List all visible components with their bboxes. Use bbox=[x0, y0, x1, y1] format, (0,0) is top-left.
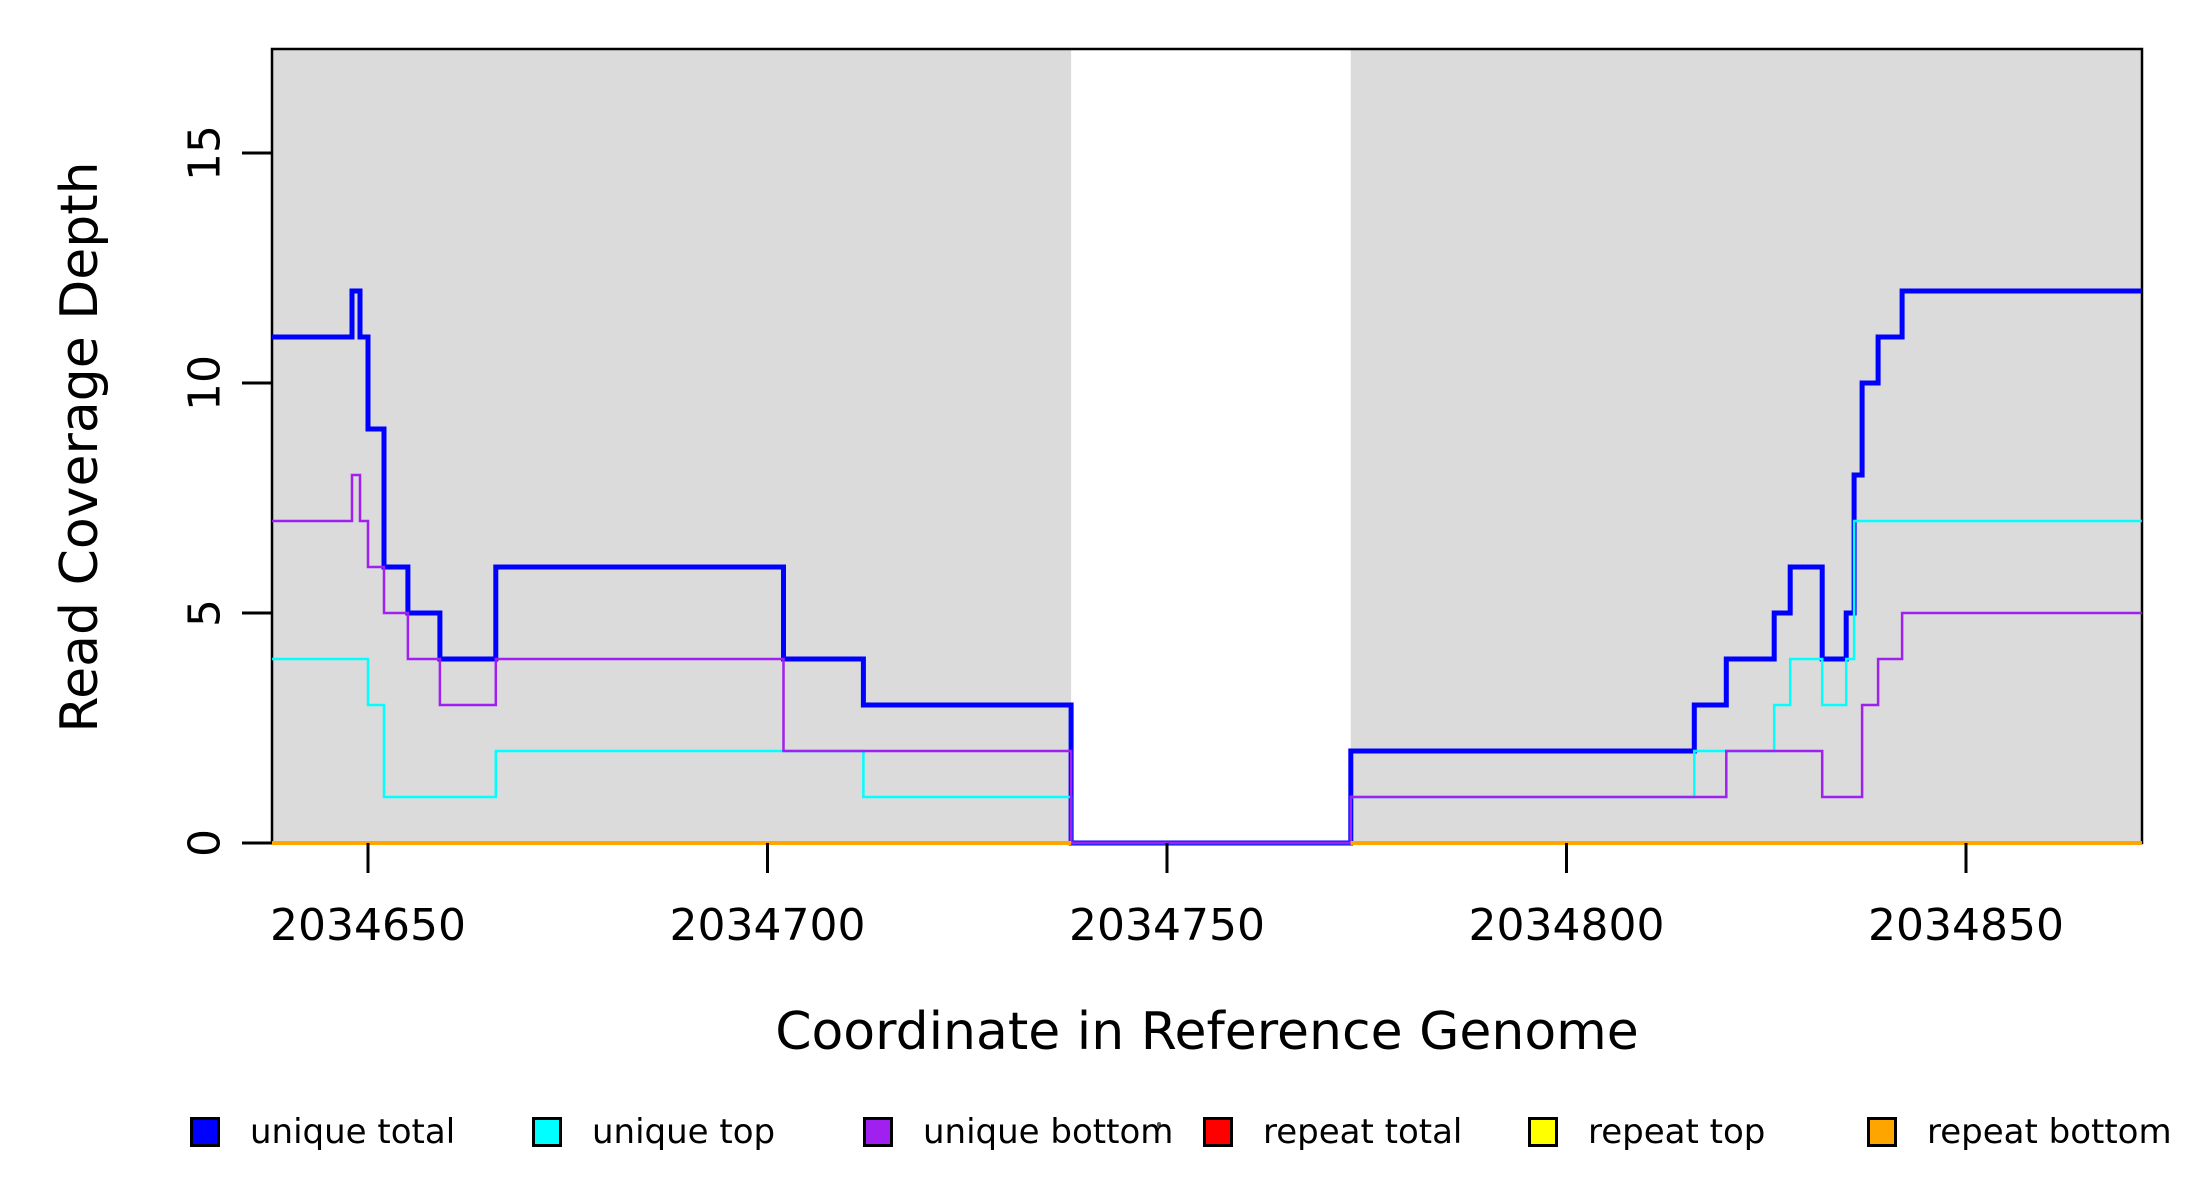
legend-item-repeat-total: repeat total bbox=[1203, 1112, 1462, 1152]
y-axis-title: Read Coverage Depth bbox=[50, 161, 110, 733]
legend-label: repeat bottom bbox=[1927, 1112, 2172, 1152]
stray-mark bbox=[1157, 1122, 1161, 1127]
legend-item-unique-top: unique top bbox=[532, 1112, 775, 1152]
repeat-total-swatch-icon bbox=[1203, 1117, 1233, 1147]
x-tick-label: 2034650 bbox=[270, 900, 466, 951]
plot-background-right bbox=[1350, 49, 2142, 843]
x-tick-label: 2034850 bbox=[1868, 900, 2064, 951]
x-tick-label: 2034800 bbox=[1469, 900, 1665, 951]
legend-item-repeat-top: repeat top bbox=[1528, 1112, 1765, 1152]
legend-label: repeat total bbox=[1263, 1112, 1463, 1152]
legend-item-repeat-bottom: repeat bottom bbox=[1867, 1112, 2172, 1152]
x-tick-label: 2034700 bbox=[670, 900, 866, 951]
y-tick-label: 15 bbox=[180, 125, 231, 181]
series-unique-bottom bbox=[272, 473, 2142, 845]
x-tick-label: 2034750 bbox=[1069, 900, 1265, 951]
legend-item-unique-bottom: unique bottom bbox=[863, 1112, 1173, 1152]
repeat-bottom-swatch-icon bbox=[1867, 1117, 1897, 1147]
legend-label: unique top bbox=[592, 1112, 776, 1152]
legend-item-unique-total: unique total bbox=[190, 1112, 455, 1152]
legend-label: unique bottom bbox=[923, 1112, 1174, 1152]
repeat-top-swatch-icon bbox=[1528, 1117, 1558, 1147]
unique-top-swatch-icon bbox=[532, 1117, 562, 1147]
unique-total-swatch-icon bbox=[190, 1117, 220, 1147]
legend-label: repeat top bbox=[1588, 1112, 1766, 1152]
plot-background-left bbox=[272, 49, 1072, 843]
x-axis-title: Coordinate in Reference Genome bbox=[775, 1002, 1639, 1062]
y-tick-label: 10 bbox=[180, 355, 231, 411]
y-tick-label: 0 bbox=[180, 829, 231, 857]
legend-label: unique total bbox=[250, 1112, 456, 1152]
unique-bottom-swatch-icon bbox=[863, 1117, 893, 1147]
y-tick-label: 5 bbox=[180, 599, 231, 627]
